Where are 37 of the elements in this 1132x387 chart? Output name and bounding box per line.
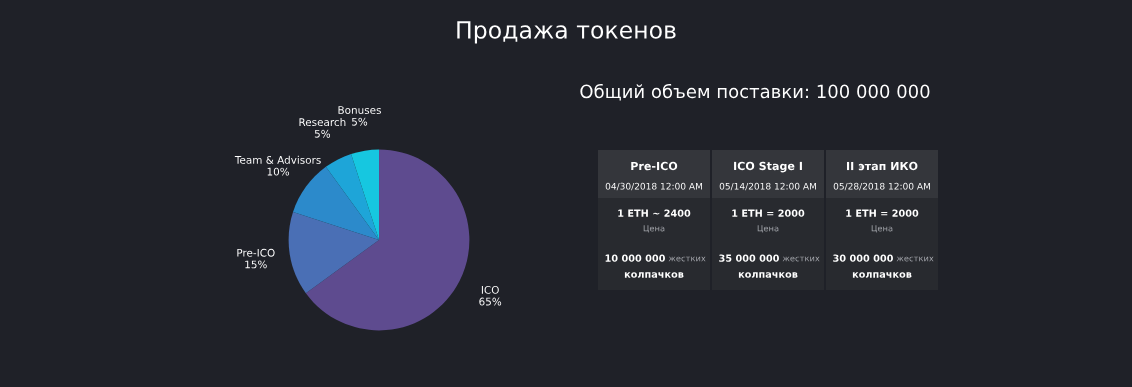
- text: жестких: [668, 256, 706, 262]
- data-label: 10%: [267, 167, 290, 176]
- text: жестких: [896, 256, 934, 262]
- text: колпачков: [852, 272, 912, 278]
- text: Цена: [871, 225, 893, 233]
- pie-slice: [293, 166, 379, 240]
- text: 05/14/2018 12:00 AM: [719, 182, 816, 191]
- text: 1 ETH ~ 2400: [618, 209, 691, 217]
- text: Цена: [643, 225, 665, 233]
- text: жестких: [782, 256, 820, 262]
- text: Pre-ICO: [631, 161, 678, 171]
- data-label: 5%: [314, 129, 331, 138]
- text: Продажа токенов: [457, 21, 676, 44]
- slice-label: ICO: [481, 285, 499, 294]
- slice-label: Bonuses: [338, 106, 381, 114]
- text: ICO Stage I: [734, 161, 802, 173]
- text: колпачков: [624, 272, 684, 278]
- pie-slice: [351, 149, 379, 240]
- text: Общий объем поставки: 100 000 000: [580, 83, 930, 101]
- text: 35 000 000: [719, 254, 779, 262]
- slice-label: Pre-ICO: [237, 248, 275, 257]
- text: 10 000 000: [605, 254, 665, 262]
- text: II этап ИКО: [847, 161, 918, 171]
- pie-slice: [288, 212, 379, 294]
- slice-label: Team & Advisors: [234, 155, 321, 164]
- slice-label: Research: [299, 117, 346, 127]
- text: 30 000 000: [833, 254, 893, 262]
- text: 1 ETH = 2000: [846, 209, 919, 217]
- data-label: 15%: [245, 260, 267, 269]
- pie-slice: [325, 154, 379, 240]
- text: 05/28/2018 12:00 AM: [833, 182, 930, 191]
- text: 04/30/2018 12:00 AM: [605, 182, 702, 191]
- text: Цена: [757, 225, 779, 233]
- text: 1 ETH = 2000: [732, 209, 805, 217]
- data-label: 5%: [352, 117, 368, 126]
- data-label: 65%: [479, 297, 502, 306]
- text: колпачков: [738, 272, 798, 278]
